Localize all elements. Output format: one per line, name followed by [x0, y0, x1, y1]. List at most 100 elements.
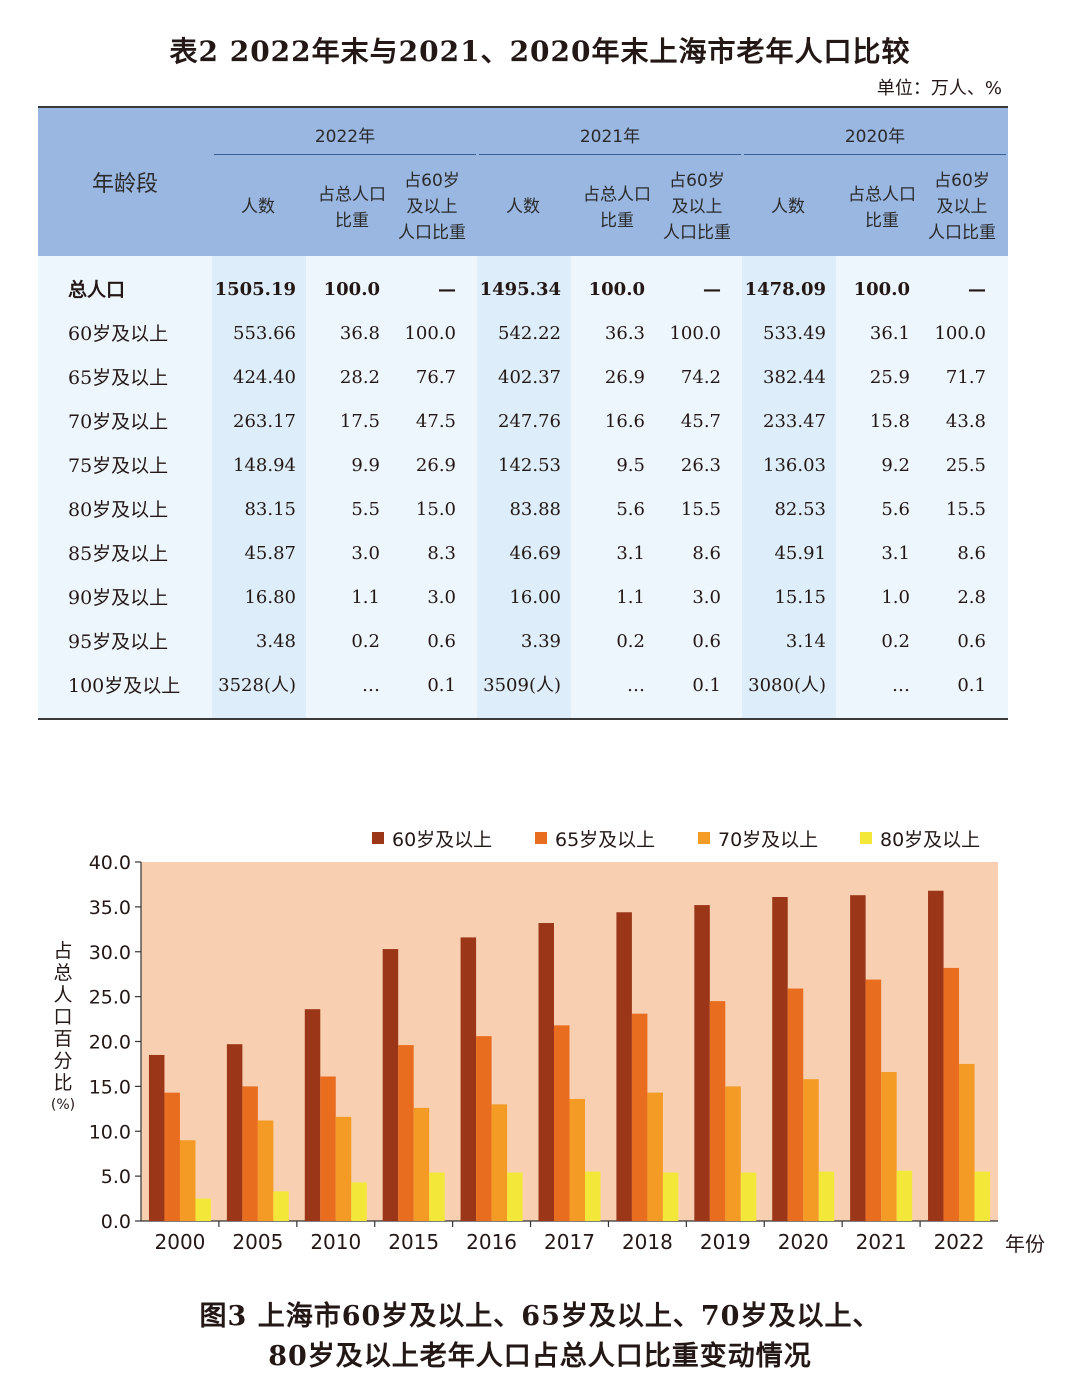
table-cell: 3.0	[692, 587, 721, 608]
legend-item: 60岁及以上	[372, 826, 492, 851]
legend-label: 70岁及以上	[718, 828, 819, 851]
table-cell: 0.6	[692, 631, 721, 652]
bar	[413, 1107, 430, 1221]
bar	[320, 1076, 336, 1221]
x-tick-label: 2019	[700, 1230, 751, 1254]
count-column-band	[742, 256, 836, 718]
table-cell: 0.2	[616, 631, 645, 652]
table-cell: 100.0	[669, 323, 721, 344]
table-cell: 1478.09	[744, 279, 826, 300]
bar	[647, 1092, 663, 1221]
x-tick-label: 2020	[778, 1230, 829, 1254]
table-cell: 15.5	[680, 499, 721, 520]
table-cell: 0.6	[957, 631, 986, 652]
bar	[865, 979, 882, 1221]
table-cell: 9.9	[351, 455, 380, 476]
bar	[772, 897, 788, 1221]
x-tick-label: 2005	[232, 1230, 283, 1254]
table-cell: 100.0	[588, 279, 645, 300]
table-cell: …	[362, 675, 380, 696]
table-cell: 15.5	[945, 499, 986, 520]
share-total-header-line: 比重	[600, 211, 634, 231]
table-cell: 100.0	[934, 323, 986, 344]
age-group-cell: 75岁及以上	[68, 455, 169, 477]
table-cell: 15.8	[869, 411, 910, 432]
table-cell: 142.53	[498, 455, 561, 476]
x-tick-label: 2021	[856, 1230, 907, 1254]
share-total-header-line: 占总人口	[848, 185, 916, 205]
legend-item: 65岁及以上	[535, 826, 656, 851]
table-cell: …	[627, 675, 645, 696]
table-cell: 2.8	[957, 587, 986, 608]
table-cell: 46.69	[509, 543, 561, 564]
bar	[273, 1191, 289, 1221]
table-cell: 3.48	[255, 631, 296, 652]
table-cell: 5.6	[881, 499, 910, 520]
bar	[896, 1170, 913, 1221]
table-cell: 1495.34	[479, 279, 561, 300]
bar	[257, 1120, 274, 1221]
age-group-cell: 70岁及以上	[68, 411, 169, 433]
age-group-cell: 60岁及以上	[68, 323, 169, 345]
bar	[662, 1172, 679, 1221]
table-unit: 单位：万人、%	[876, 78, 1002, 99]
share-60-header: 占60岁 及以上 人口比重	[652, 168, 742, 246]
table-cell: 43.8	[945, 411, 986, 432]
table-row: 75岁及以上 148.94 9.9 26.9 142.53 9.5 26.3 136.03 9.…	[38, 444, 1008, 488]
share-60-header-line: 及以上	[936, 197, 988, 217]
legend-label: 65岁及以上	[555, 828, 656, 851]
table-cell: 3509(人)	[483, 675, 561, 696]
table-cell: 74.2	[680, 367, 721, 388]
age-group-cell: 95岁及以上	[68, 631, 169, 653]
table-cell: 15.0	[415, 499, 456, 520]
table-cell: 25.5	[945, 455, 986, 476]
table-cell: 1.1	[351, 587, 380, 608]
table-cell: 3080(人)	[748, 675, 826, 696]
age-group-cell: 100岁及以上	[68, 675, 181, 697]
share-total-header-line: 占总人口	[318, 185, 386, 205]
bar	[694, 905, 710, 1221]
year-header-rule	[214, 154, 476, 155]
table-cell: 25.9	[869, 367, 910, 388]
year-header: 2022年	[314, 127, 376, 147]
table-cell: 83.15	[244, 499, 296, 520]
x-axis-unit: 年份	[1005, 1232, 1045, 1256]
count-header: 人数	[478, 194, 568, 220]
bar	[616, 912, 632, 1221]
share-total-header: 占总人口 比重	[837, 182, 927, 234]
y-axis-label-char: 总	[53, 962, 73, 984]
table-cell: 3.1	[881, 543, 910, 564]
age-group-cell: 65岁及以上	[68, 367, 169, 389]
x-tick-label: 2018	[622, 1230, 673, 1254]
bar	[179, 1140, 196, 1221]
table-cell: 3.0	[351, 543, 380, 564]
table-cell: 0.1	[957, 675, 986, 696]
x-tick-label: 2015	[388, 1230, 439, 1254]
y-axis-label-char: 口	[53, 1006, 73, 1028]
table-top-rule	[38, 106, 1008, 108]
bar	[242, 1086, 258, 1221]
table-cell: 45.91	[774, 543, 826, 564]
bar-chart: 0.0 5.0 10.0 15.0 20.0 25.0 30.0 35.0 40.0 2000 20…	[89, 852, 998, 1254]
table-row: 60岁及以上 553.66 36.8 100.0 542.22 36.3 100.0 533.…	[38, 312, 1008, 356]
table-cell: 16.00	[509, 587, 561, 608]
legend-swatch	[860, 832, 872, 844]
table-cell: 136.03	[763, 455, 826, 476]
table-cell: 76.7	[415, 367, 456, 388]
x-tick-label: 2016	[466, 1230, 517, 1254]
bar	[195, 1198, 211, 1221]
table-cell: 1.0	[881, 587, 910, 608]
bar	[476, 1036, 492, 1221]
table-cell: …	[892, 675, 910, 696]
bar	[491, 1104, 508, 1221]
age-group-cell: 85岁及以上	[68, 543, 169, 565]
table-cell: 148.94	[233, 455, 296, 476]
share-total-header: 占总人口 比重	[572, 182, 662, 234]
y-tick-label: 35.0	[89, 897, 131, 919]
table-cell: 15.15	[774, 587, 826, 608]
y-tick-label: 15.0	[89, 1076, 131, 1098]
bar	[398, 1045, 414, 1221]
table-cell: 3.39	[520, 631, 561, 652]
table-cell: 3.14	[785, 631, 826, 652]
bar	[959, 1063, 975, 1221]
